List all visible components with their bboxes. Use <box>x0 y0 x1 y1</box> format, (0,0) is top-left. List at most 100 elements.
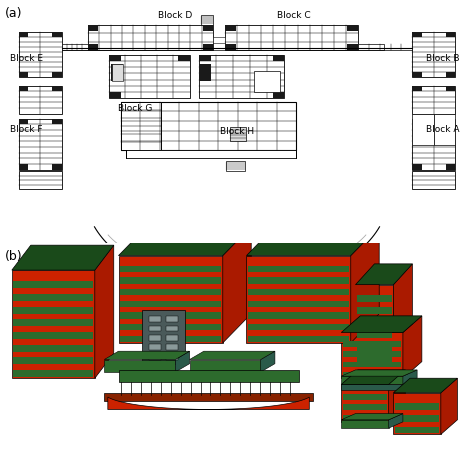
Bar <box>341 385 389 422</box>
Bar <box>120 324 221 331</box>
Bar <box>52 165 62 170</box>
Bar <box>120 266 221 272</box>
Bar <box>19 165 28 170</box>
Bar <box>13 332 93 339</box>
Bar <box>343 394 387 400</box>
Bar <box>412 33 455 78</box>
Bar <box>343 372 401 377</box>
Polygon shape <box>104 351 190 360</box>
Bar <box>248 266 349 272</box>
Bar <box>412 73 422 78</box>
Polygon shape <box>108 397 310 410</box>
Bar <box>357 308 392 314</box>
Bar <box>19 33 62 78</box>
Polygon shape <box>190 351 275 360</box>
Bar <box>203 26 213 32</box>
Bar <box>118 256 223 343</box>
Polygon shape <box>389 414 403 428</box>
Bar <box>343 415 387 421</box>
Polygon shape <box>441 378 457 434</box>
Bar <box>343 362 401 368</box>
Bar <box>201 16 213 26</box>
Bar <box>412 33 422 38</box>
Polygon shape <box>12 246 114 271</box>
Bar <box>19 87 62 115</box>
Polygon shape <box>95 246 114 378</box>
Bar <box>343 341 401 347</box>
Bar <box>254 72 280 92</box>
Bar <box>52 73 62 78</box>
Bar <box>13 281 93 289</box>
Bar <box>52 33 62 38</box>
Bar <box>412 120 455 170</box>
Bar <box>120 336 221 342</box>
Bar <box>121 102 296 151</box>
Bar <box>88 45 98 51</box>
Bar <box>248 301 349 307</box>
Bar <box>52 87 62 92</box>
Text: Block B: Block B <box>427 54 460 63</box>
Bar <box>225 45 236 51</box>
Bar <box>19 73 28 78</box>
Polygon shape <box>356 264 412 285</box>
Bar <box>104 360 175 372</box>
Bar <box>412 172 455 190</box>
Polygon shape <box>261 351 275 372</box>
Bar <box>357 295 392 302</box>
Bar <box>13 370 93 377</box>
Polygon shape <box>246 227 379 256</box>
Bar <box>62 45 88 51</box>
Text: Block H: Block H <box>220 127 254 136</box>
Bar <box>109 92 121 99</box>
Bar <box>248 313 349 319</box>
Bar <box>357 332 392 339</box>
Bar <box>203 45 213 51</box>
Bar <box>166 335 178 341</box>
Bar <box>341 376 403 385</box>
Bar <box>226 162 245 172</box>
Bar <box>273 56 284 62</box>
Polygon shape <box>118 227 251 256</box>
Bar <box>357 356 392 363</box>
Bar <box>166 345 178 350</box>
Polygon shape <box>393 378 457 393</box>
Bar <box>19 120 28 124</box>
Bar <box>12 271 95 378</box>
Bar <box>395 403 439 410</box>
Bar <box>347 45 358 51</box>
Bar <box>341 333 403 378</box>
Bar <box>120 301 221 307</box>
Bar <box>446 165 455 170</box>
Bar <box>121 102 161 151</box>
Bar <box>248 278 349 284</box>
Text: Block C: Block C <box>277 11 310 20</box>
Bar <box>412 115 434 146</box>
Bar <box>104 393 313 401</box>
Polygon shape <box>393 264 412 364</box>
Bar <box>343 405 387 410</box>
Bar <box>412 120 422 124</box>
Bar <box>13 294 93 301</box>
Bar <box>126 151 296 158</box>
Bar <box>225 26 236 32</box>
Bar <box>357 344 392 351</box>
Bar <box>13 307 93 314</box>
Polygon shape <box>403 370 417 385</box>
Bar <box>273 92 284 99</box>
Bar <box>120 290 221 296</box>
Bar <box>149 317 161 322</box>
Bar <box>112 64 123 82</box>
Bar <box>13 320 93 327</box>
Polygon shape <box>389 370 405 422</box>
Bar <box>19 120 62 170</box>
Bar <box>190 360 261 372</box>
Bar <box>178 56 190 62</box>
Bar <box>199 64 211 82</box>
Bar <box>225 26 358 51</box>
Bar <box>199 56 211 62</box>
Bar <box>213 38 225 44</box>
Text: Block F: Block F <box>10 124 42 133</box>
Bar <box>19 33 28 38</box>
Text: Block D: Block D <box>158 11 192 20</box>
Bar <box>166 354 178 360</box>
